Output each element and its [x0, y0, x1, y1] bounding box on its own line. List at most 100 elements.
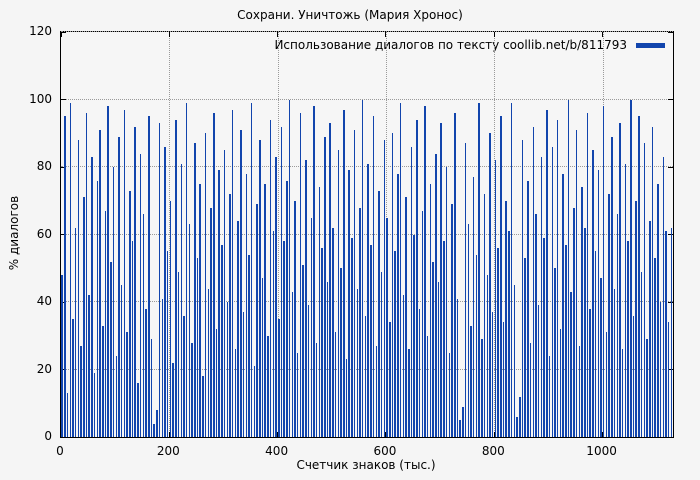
impulse: [562, 173, 564, 437]
impulse: [93, 372, 96, 437]
impulse: [649, 221, 651, 437]
impulse: [359, 207, 361, 437]
impulse: [110, 261, 112, 437]
impulse: [505, 200, 507, 437]
impulse: [305, 160, 307, 437]
axis-tick: [385, 32, 387, 37]
impulse: [223, 150, 226, 437]
impulse: [464, 143, 467, 437]
impulse: [543, 237, 545, 437]
gridline-horizontal: [61, 31, 673, 32]
impulse: [657, 183, 659, 437]
impulse: [627, 241, 629, 437]
impulse: [613, 288, 616, 437]
impulse: [586, 113, 589, 437]
axis-tick: [168, 432, 170, 437]
impulse: [670, 227, 673, 437]
impulse: [416, 119, 418, 437]
impulse: [494, 160, 497, 437]
impulse: [326, 281, 329, 437]
x-tick-label: 200: [156, 444, 180, 458]
y-tick-label: 80: [36, 159, 52, 173]
impulse: [299, 113, 302, 437]
impulse: [199, 183, 201, 437]
impulse: [367, 163, 369, 437]
impulse: [226, 302, 229, 437]
impulse: [448, 352, 451, 437]
impulse: [210, 207, 212, 437]
impulse: [651, 126, 654, 437]
axis-tick: [61, 369, 66, 370]
impulse: [250, 102, 253, 437]
axis-tick: [668, 166, 673, 168]
impulse: [185, 102, 188, 437]
impulse: [221, 244, 223, 437]
impulse: [402, 295, 405, 437]
x-axis-label: Счетчик знаков (тыс.): [296, 458, 436, 472]
impulse: [166, 251, 169, 437]
impulse: [540, 156, 543, 437]
impulse: [321, 248, 323, 437]
impulse: [286, 180, 288, 437]
impulse: [137, 383, 139, 437]
impulse: [519, 396, 521, 437]
impulse: [194, 143, 196, 437]
impulse: [183, 315, 185, 437]
impulse: [353, 129, 356, 437]
impulse: [104, 210, 107, 437]
impulse: [532, 126, 535, 437]
impulse: [310, 217, 313, 437]
impulse: [102, 325, 104, 437]
impulse: [148, 116, 150, 437]
impulse: [399, 102, 402, 437]
axis-tick: [602, 432, 604, 437]
impulse: [237, 221, 239, 437]
impulse: [556, 119, 559, 437]
impulse: [445, 167, 448, 437]
legend: Использование диалогов по тексту coollib…: [274, 38, 665, 52]
impulse: [426, 335, 429, 437]
impulse: [88, 295, 90, 437]
impulse: [567, 99, 570, 437]
y-tick-label: 20: [36, 361, 52, 376]
impulse: [662, 156, 665, 437]
impulse: [424, 106, 426, 437]
impulse: [437, 281, 440, 437]
impulse: [608, 194, 610, 437]
axis-tick: [277, 432, 279, 437]
impulse: [248, 254, 250, 437]
gridline-horizontal: [61, 233, 673, 235]
impulse: [575, 129, 578, 437]
impulse: [240, 129, 242, 437]
y-tick-label: 120: [29, 24, 52, 38]
impulse: [535, 214, 537, 437]
impulse: [288, 99, 291, 437]
impulse: [253, 366, 256, 437]
impulse: [83, 197, 85, 437]
impulse: [340, 268, 342, 437]
chart-title: Сохрани. Уничтожь (Мария Хронос): [237, 8, 463, 22]
axis-tick: [61, 301, 66, 303]
gridline-horizontal: [61, 166, 673, 167]
impulse: [126, 332, 128, 437]
x-tick-label: 1000: [586, 444, 617, 458]
impulse: [602, 106, 605, 437]
impulse: [259, 140, 261, 437]
gridline-horizontal: [61, 301, 673, 302]
impulse: [77, 140, 80, 437]
impulse: [408, 349, 410, 437]
impulse: [231, 109, 234, 437]
y-tick-label: 100: [29, 91, 52, 106]
impulse: [229, 194, 231, 437]
axis-tick: [668, 99, 673, 100]
impulse: [654, 258, 656, 437]
axis-tick: [668, 31, 673, 33]
axis-tick: [668, 301, 673, 303]
x-tick-label: 600: [373, 444, 397, 458]
impulse: [383, 140, 386, 437]
impulse: [440, 123, 442, 437]
x-tick-label: 800: [481, 444, 505, 458]
impulse: [175, 119, 177, 437]
impulse: [418, 308, 421, 437]
